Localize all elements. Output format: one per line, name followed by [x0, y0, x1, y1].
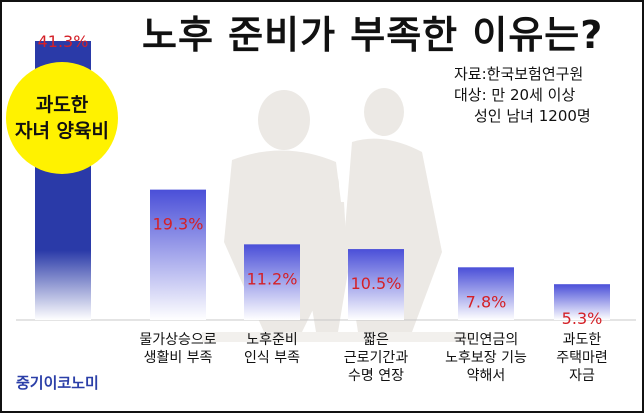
category-label: 물가상승으로 — [139, 332, 216, 348]
target-line: 대상: 만 20세 이상 — [454, 86, 576, 104]
family-silhouette-image — [202, 88, 472, 342]
category-label: 약해서 — [467, 368, 506, 384]
bar-value-label: 7.8% — [466, 292, 507, 311]
highlight-callout: 과도한 자녀 양육비 — [6, 62, 118, 174]
category-label: 국민연금의 — [454, 332, 518, 348]
category-label: 생활비 부족 — [144, 350, 213, 366]
category-label: 노후보장 기능 — [445, 350, 527, 366]
bar — [554, 284, 610, 320]
category-label: 과도한 — [563, 332, 602, 348]
bar — [244, 244, 300, 320]
target-line-2: 성인 남녀 1200명 — [474, 107, 591, 125]
bar — [150, 189, 206, 320]
category-label: 인식 부족 — [244, 350, 300, 366]
category-label: 노후준비 — [246, 332, 298, 348]
category-label: 짧은 — [363, 332, 389, 348]
bar-value-label: 41.3% — [38, 32, 89, 51]
bar-value-label: 19.3% — [153, 215, 204, 234]
publisher-logo: 중기이코노미 — [16, 374, 99, 392]
source-note: 자료:한국보험연구원 대상: 만 20세 이상 성인 남녀 1200명 — [454, 64, 591, 127]
callout-line-2: 자녀 양육비 — [14, 120, 109, 142]
bar — [348, 249, 404, 320]
category-label: 주택마련 — [556, 350, 608, 366]
bar-value-label: 11.2% — [247, 269, 298, 288]
bar-value-label: 5.3% — [562, 309, 603, 328]
callout-line-1: 과도한 — [35, 94, 89, 116]
category-label: 근로기간과 — [344, 350, 409, 366]
category-label: 자금 — [569, 368, 595, 384]
bar — [458, 267, 514, 320]
chart-title: 노후 준비가 부족한 이유는? — [142, 13, 604, 57]
bar-value-label: 10.5% — [351, 274, 402, 293]
source-line: 자료:한국보험연구원 — [454, 65, 584, 83]
category-label: 수명 연장 — [348, 368, 404, 384]
